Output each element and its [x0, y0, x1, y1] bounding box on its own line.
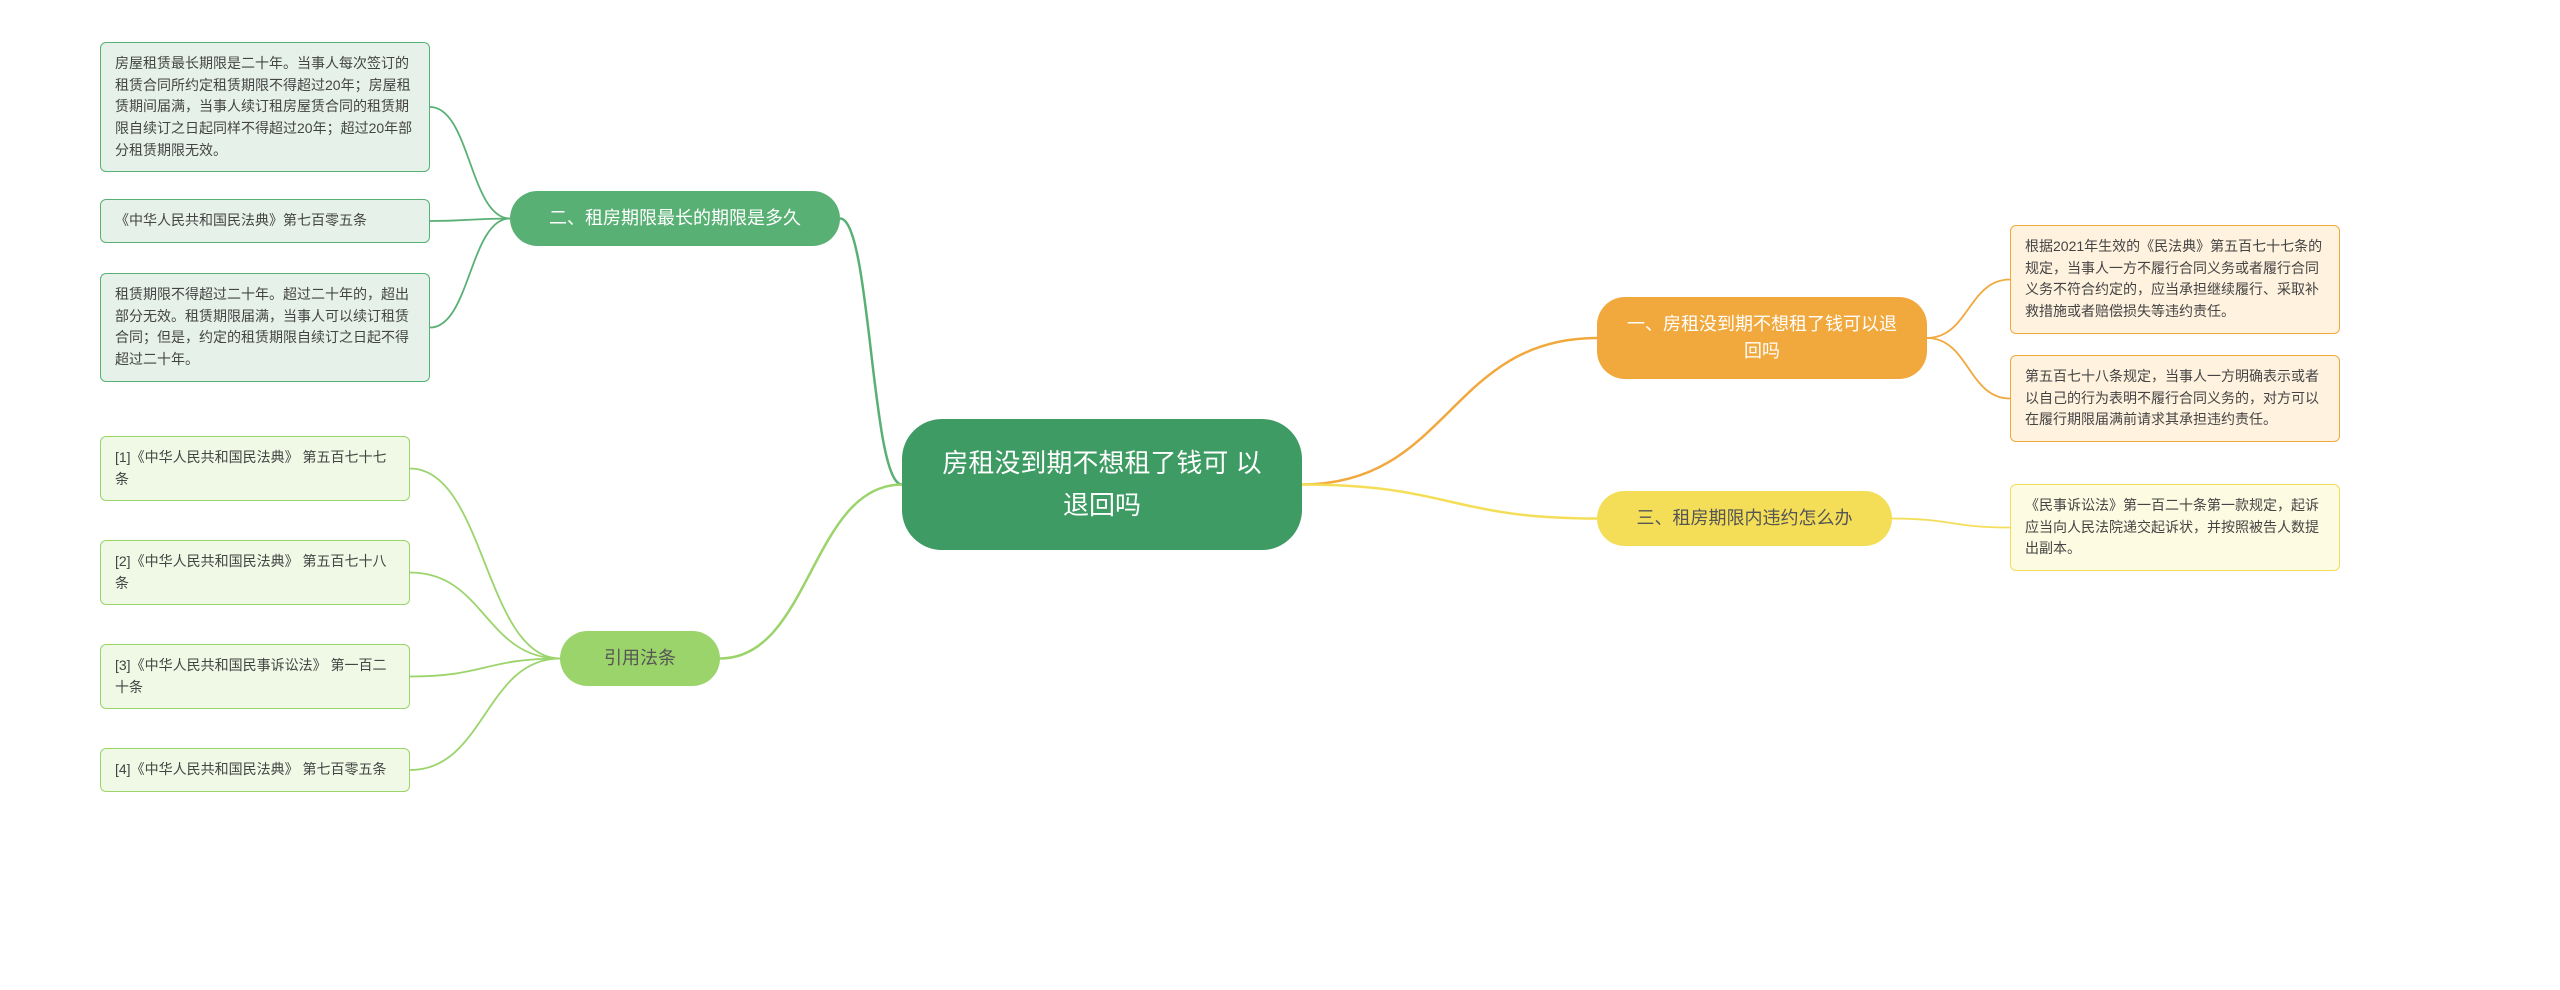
branch-4[interactable]: 引用法条 [560, 631, 720, 686]
leaf-2c[interactable]: 租赁期限不得超过二十年。超过二十年的，超出部分无效。租赁期限届满，当事人可以续订… [100, 273, 430, 382]
leaf-2a[interactable]: 房屋租赁最长期限是二十年。当事人每次签订的租赁合同所约定租赁期限不得超过20年；… [100, 42, 430, 172]
branch-2[interactable]: 二、租房期限最长的期限是多久 [510, 191, 840, 246]
leaf-3a[interactable]: 《民事诉讼法》第一百二十条第一款规定，起诉应当向人民法院递交起诉状，并按照被告人… [2010, 484, 2340, 571]
leaf-1a[interactable]: 根据2021年生效的《民法典》第五百七十七条的规定，当事人一方不履行合同义务或者… [2010, 225, 2340, 334]
center-node[interactable]: 房租没到期不想租了钱可 以退回吗 [902, 419, 1302, 550]
leaf-2b[interactable]: 《中华人民共和国民法典》第七百零五条 [100, 199, 430, 243]
branch-1[interactable]: 一、房租没到期不想租了钱可以退回吗 [1597, 297, 1927, 379]
branch-3[interactable]: 三、租房期限内违约怎么办 [1597, 491, 1892, 546]
leaf-1b[interactable]: 第五百七十八条规定，当事人一方明确表示或者以自己的行为表明不履行合同义务的，对方… [2010, 355, 2340, 442]
leaf-4b[interactable]: [2]《中华人民共和国民法典》 第五百七十八条 [100, 540, 410, 605]
leaf-4d[interactable]: [4]《中华人民共和国民法典》 第七百零五条 [100, 748, 410, 792]
leaf-4a[interactable]: [1]《中华人民共和国民法典》 第五百七十七条 [100, 436, 410, 501]
leaf-4c[interactable]: [3]《中华人民共和国民事诉讼法》 第一百二十条 [100, 644, 410, 709]
